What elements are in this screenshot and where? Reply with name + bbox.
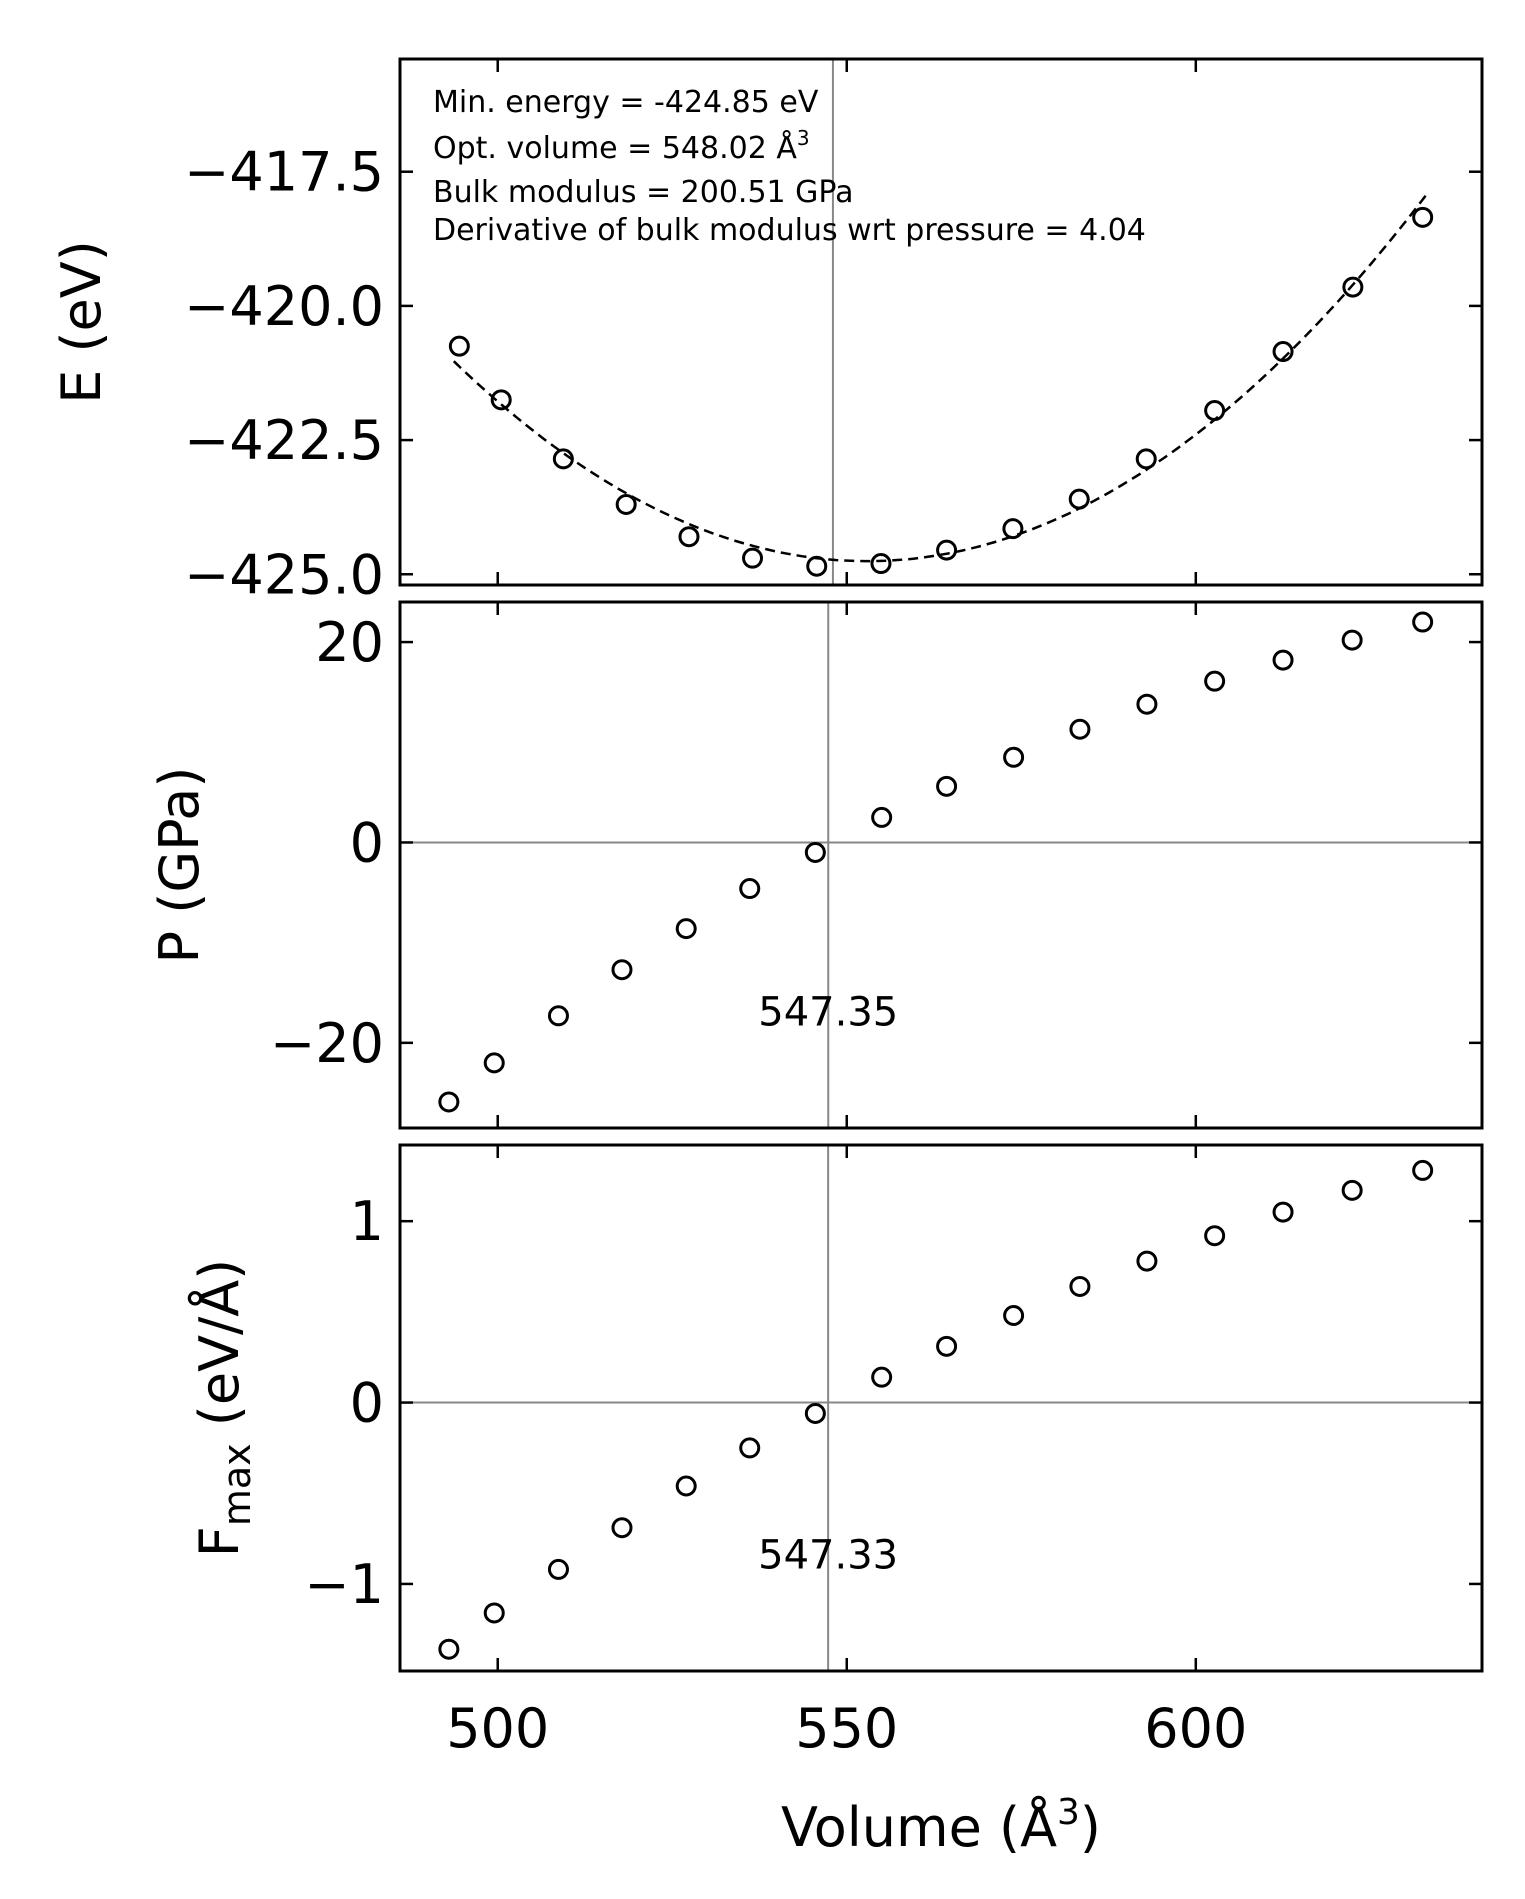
pressure-data-point bbox=[1136, 693, 1158, 715]
force-data-point bbox=[1136, 1250, 1158, 1272]
opt-volume-annotation: Opt. volume = 548.02 Å3 bbox=[433, 126, 810, 166]
energy-data-point bbox=[936, 539, 958, 561]
energy-data-point bbox=[1002, 518, 1024, 540]
energy-data-point bbox=[490, 389, 512, 411]
energy-data-point bbox=[1272, 341, 1294, 363]
force-panel: 500 550 600 1 0 −1 547.33 Fmax (eV/Å) Volume (… bbox=[187, 1143, 1484, 1859]
force-data-point bbox=[936, 1335, 958, 1357]
force-data-point bbox=[1412, 1159, 1434, 1181]
pressure-data-point bbox=[804, 841, 826, 863]
force-data-point bbox=[739, 1437, 761, 1459]
energy-data-point bbox=[870, 553, 892, 575]
pressure-data-point bbox=[871, 806, 893, 828]
energy-data-point bbox=[1068, 488, 1090, 510]
energy-panel: −417.5 −420.0 −422.5 −425.0 E (eV) Min. ene… bbox=[50, 57, 1484, 606]
force-data-point bbox=[1272, 1201, 1294, 1223]
energy-panel-frame bbox=[398, 57, 1484, 587]
pressure-y-tick-label: 0 bbox=[350, 811, 384, 874]
energy-data-point bbox=[1135, 448, 1157, 470]
pressure-data-point bbox=[1341, 629, 1363, 651]
pressure-y-tick-label: 20 bbox=[315, 611, 384, 674]
force-y-tick-label: −1 bbox=[304, 1553, 384, 1616]
force-data-point bbox=[675, 1475, 697, 1497]
pressure-data-point bbox=[1003, 746, 1025, 768]
energy-y-tick-label: −417.5 bbox=[184, 141, 384, 204]
force-data-point bbox=[1341, 1179, 1363, 1201]
force-zero-crossing-label: 547.33 bbox=[758, 1532, 898, 1578]
force-data-point bbox=[438, 1638, 460, 1660]
energy-data-point bbox=[742, 547, 764, 569]
energy-data-point bbox=[1204, 400, 1226, 422]
energy-y-axis-label: E (eV) bbox=[50, 240, 113, 404]
pressure-data-point bbox=[675, 918, 697, 940]
pressure-data-point bbox=[1204, 670, 1226, 692]
force-panel-frame bbox=[398, 1143, 1484, 1673]
pressure-zero-crossing-label: 547.35 bbox=[758, 989, 898, 1035]
energy-y-tick-label: −425.0 bbox=[184, 543, 384, 606]
bulk-modulus-annotation: Bulk modulus = 200.51 GPa bbox=[433, 175, 854, 210]
min-energy-annotation: Min. energy = -424.85 eV bbox=[433, 85, 819, 120]
energy-data-point bbox=[678, 526, 700, 548]
force-y-tick-label: 0 bbox=[350, 1372, 384, 1435]
force-y-tick-label: 1 bbox=[350, 1190, 384, 1253]
energy-data-point bbox=[806, 555, 828, 577]
x-tick-label: 600 bbox=[1144, 1697, 1247, 1760]
pressure-data-point bbox=[1272, 649, 1294, 671]
pressure-data-point bbox=[483, 1052, 505, 1074]
pressure-data-point bbox=[936, 775, 958, 797]
force-data-point bbox=[1069, 1275, 1091, 1297]
energy-y-tick-label: −420.0 bbox=[184, 275, 384, 338]
force-data-point bbox=[611, 1517, 633, 1539]
energy-data-point bbox=[1342, 276, 1364, 298]
volume-x-axis-label: Volume (Å3) bbox=[781, 1792, 1101, 1859]
pressure-y-axis-label: P (GPa) bbox=[148, 767, 211, 964]
pressure-panel: 20 0 −20 547.35 P (GPa) bbox=[148, 600, 1484, 1130]
bulk-modulus-derivative-annotation: Derivative of bulk modulus wrt pressure … bbox=[433, 213, 1146, 248]
pressure-panel-frame bbox=[398, 600, 1484, 1130]
pressure-data-point bbox=[739, 878, 761, 900]
pressure-data-point bbox=[438, 1091, 460, 1113]
pressure-data-point bbox=[1412, 611, 1434, 633]
energy-annotations: Min. energy = -424.85 eV Opt. volume = 5… bbox=[433, 85, 1146, 248]
energy-data-point bbox=[552, 448, 574, 470]
energy-data-point bbox=[615, 493, 637, 515]
energy-fit-curve bbox=[452, 191, 1430, 563]
energy-data-point bbox=[448, 335, 470, 357]
force-data-point bbox=[547, 1558, 569, 1580]
x-tick-label: 550 bbox=[795, 1697, 898, 1760]
pressure-data-point bbox=[547, 1005, 569, 1027]
pressure-y-tick-label: −20 bbox=[270, 1012, 384, 1075]
pressure-data-point bbox=[611, 959, 633, 981]
energy-data-point bbox=[1412, 206, 1434, 228]
energy-y-tick-label: −422.5 bbox=[184, 409, 384, 472]
force-data-point bbox=[1003, 1304, 1025, 1326]
force-data-point bbox=[483, 1602, 505, 1624]
force-data-point bbox=[804, 1402, 826, 1424]
x-tick-label: 500 bbox=[446, 1697, 549, 1760]
force-data-point bbox=[871, 1366, 893, 1388]
force-y-axis-label: Fmax (eV/Å) bbox=[187, 1259, 259, 1557]
force-data-point bbox=[1204, 1225, 1226, 1247]
pressure-data-point bbox=[1069, 718, 1091, 740]
